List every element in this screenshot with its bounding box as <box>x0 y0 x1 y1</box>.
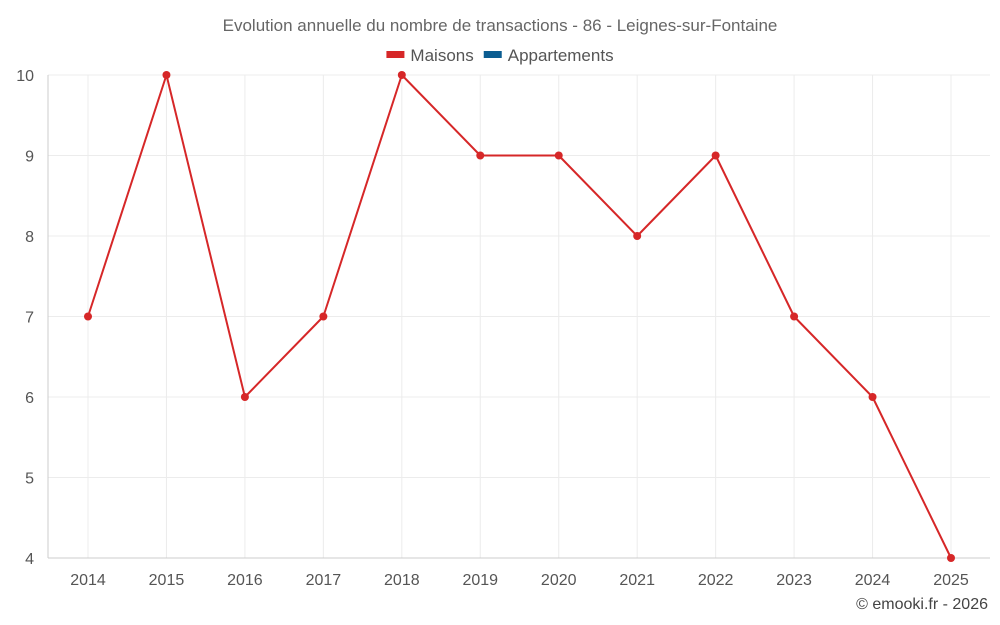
x-tick-label: 2024 <box>855 572 891 589</box>
x-tick-label: 2017 <box>306 572 342 589</box>
data-point[interactable] <box>947 554 955 562</box>
data-point[interactable] <box>397 71 406 79</box>
legend-item-maisons[interactable]: Maisons <box>386 46 474 65</box>
grid <box>48 74 990 558</box>
x-tick-label: 2025 <box>933 572 969 589</box>
x-tick-label: 2021 <box>619 572 655 589</box>
x-tick-label: 2015 <box>149 572 185 589</box>
credit-text: © emooki.fr - 2026 <box>856 596 988 613</box>
x-tick-label: 2023 <box>776 572 812 589</box>
data-point[interactable] <box>240 393 249 401</box>
y-tick-label: 7 <box>25 310 34 327</box>
legend: Maisons Appartements <box>386 46 614 65</box>
legend-swatch <box>386 51 405 58</box>
x-tick-label: 2016 <box>227 572 263 589</box>
legend-swatch <box>483 51 502 58</box>
y-tick-label: 9 <box>25 149 34 166</box>
y-tick-label: 6 <box>25 390 34 407</box>
x-tick-label: 2018 <box>384 572 420 589</box>
x-tick-label: 2019 <box>462 572 498 589</box>
y-tick-label: 5 <box>25 471 34 488</box>
data-point[interactable] <box>711 151 720 160</box>
legend-label: Maisons <box>410 46 473 65</box>
data-point[interactable] <box>162 71 171 79</box>
data-point[interactable] <box>790 312 799 321</box>
data-point[interactable] <box>476 151 485 160</box>
legend-item-appartements[interactable]: Appartements <box>483 46 614 65</box>
y-tick-label: 10 <box>16 68 34 85</box>
series-line-maisons <box>87 74 952 559</box>
y-tick-label: 8 <box>25 229 34 246</box>
data-point[interactable] <box>319 312 328 321</box>
data-point[interactable] <box>633 232 642 240</box>
series <box>84 71 955 562</box>
data-point[interactable] <box>84 312 92 321</box>
axes: 4 5 6 7 8 9 10 2014 2015 2016 2017 2018 2019 2020 2021… <box>16 68 990 589</box>
legend-label: Appartements <box>508 46 614 65</box>
data-point[interactable] <box>868 393 877 401</box>
x-tick-label: 2022 <box>698 572 734 589</box>
x-tick-label: 2014 <box>70 572 106 589</box>
chart-title: Evolution annuelle du nombre de transact… <box>223 16 778 35</box>
data-point[interactable] <box>554 151 563 160</box>
y-tick-label: 4 <box>25 551 34 568</box>
x-tick-label: 2020 <box>541 572 577 589</box>
